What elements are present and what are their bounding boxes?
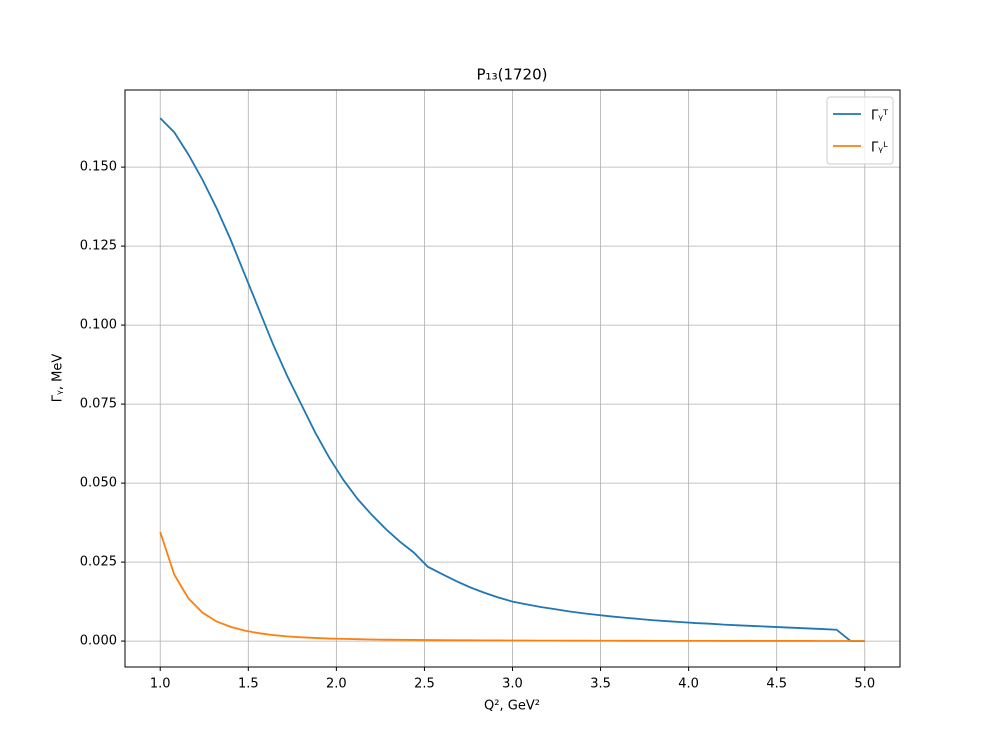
y-tick-label: 0.000 (80, 634, 117, 649)
y-tick-label: 0.025 (80, 555, 117, 570)
x-tick-label: 2.0 (326, 677, 347, 692)
plot-frame (124, 89, 901, 668)
x-tick-label: 4.5 (766, 677, 787, 692)
x-tick-label: 4.0 (678, 677, 699, 692)
chart-title: P₁₃(1720) (477, 66, 548, 84)
line-series (159, 531, 865, 642)
legend: Γᵧᵀ Γᵧᴸ (826, 96, 894, 165)
x-tick-label: 3.5 (590, 677, 611, 692)
y-tick-label: 0.125 (80, 239, 117, 254)
legend-label: Γᵧᵀ (871, 109, 889, 124)
x-tick-label: 2.5 (414, 677, 435, 692)
y-axis-label: Γᵧ, MeV (51, 354, 66, 403)
x-tick-label: 1.5 (238, 677, 259, 692)
line-series (159, 117, 865, 642)
x-axis-label: Q², GeV² (484, 699, 540, 714)
legend-label: Γᵧᴸ (871, 141, 888, 156)
y-tick-label: 0.150 (80, 160, 117, 175)
y-tick-label: 0.100 (80, 318, 117, 333)
x-tick-label: 1.0 (150, 677, 171, 692)
x-tick-label: 3.0 (502, 677, 523, 692)
y-tick-label: 0.075 (80, 397, 117, 412)
x-tick-label: 5.0 (854, 677, 875, 692)
y-tick-label: 0.050 (80, 476, 117, 491)
